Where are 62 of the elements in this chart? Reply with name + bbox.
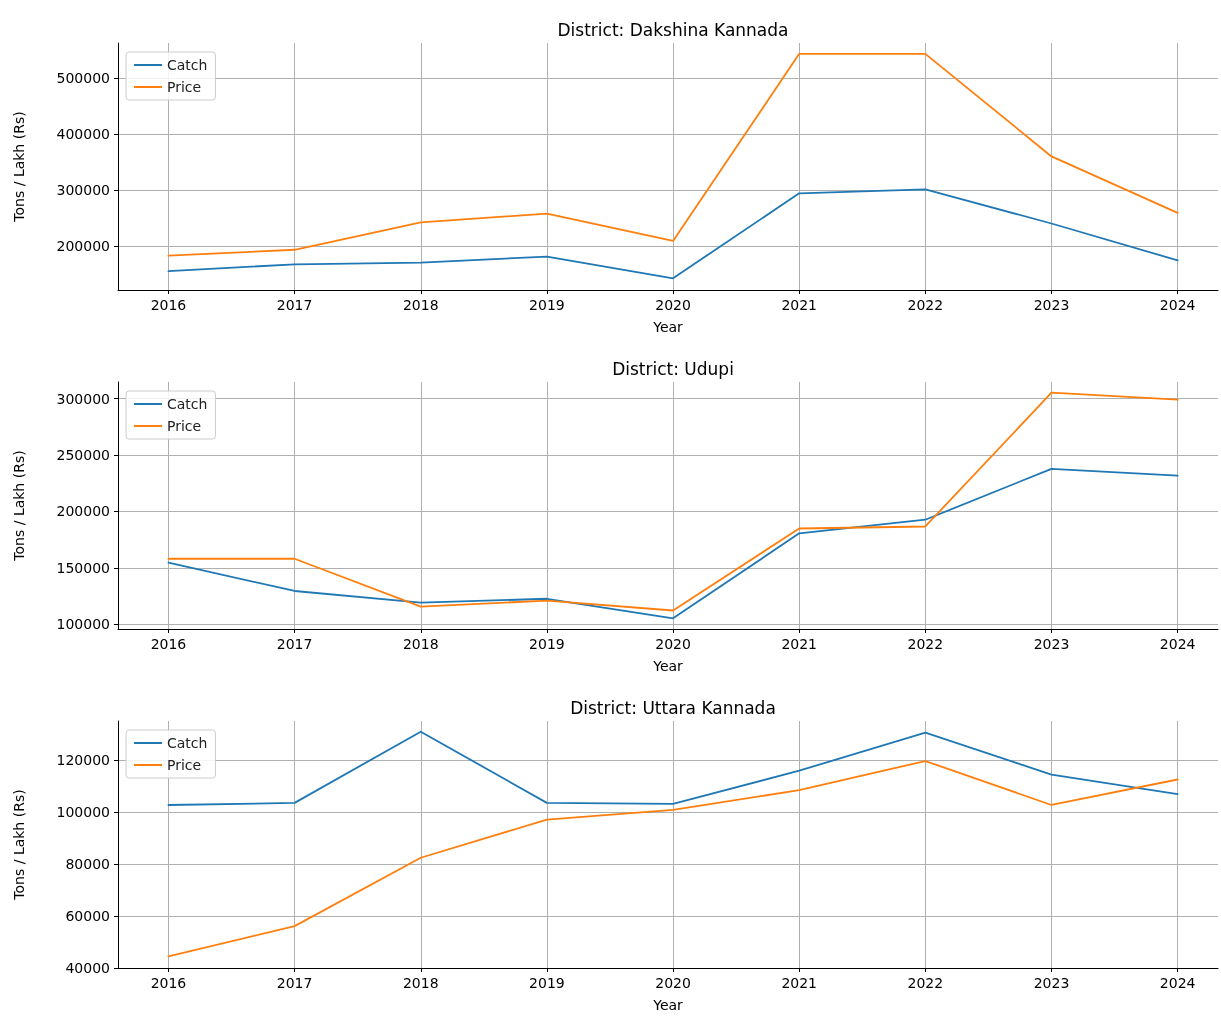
- x-tick-label: 2024: [1159, 297, 1196, 313]
- y-tick-label: 200000: [56, 503, 110, 520]
- x-axis-title: Year: [652, 319, 684, 335]
- line-series: [167, 391, 1179, 612]
- legend-label: Price: [167, 757, 202, 773]
- line-series: [167, 188, 1179, 280]
- x-tick-label: 2018: [402, 297, 439, 313]
- x-tick-label: 2021: [781, 297, 818, 313]
- x-tick-label: 2017: [276, 297, 313, 313]
- line-series: [167, 760, 1179, 958]
- x-tick-label: 2021: [781, 636, 818, 652]
- chart-title: District: Udupi: [612, 358, 734, 379]
- y-tick-label: 80000: [65, 856, 110, 872]
- x-axis-title: Year: [652, 997, 684, 1013]
- y-tick-label: 100000: [56, 616, 110, 633]
- y-tick-label: 200000: [56, 237, 110, 254]
- line-series: [167, 52, 1179, 257]
- x-tick-label: 2021: [781, 975, 818, 991]
- y-axis-title: Tons / Lakh (Rs): [11, 789, 27, 901]
- y-tick-label: 40000: [65, 960, 110, 976]
- y-tick-label: 300000: [56, 181, 110, 198]
- y-tick-label: 100000: [56, 804, 110, 820]
- legend-label: Catch: [167, 396, 208, 412]
- x-tick-label: 2022: [907, 975, 944, 991]
- y-tick-label: 500000: [56, 70, 110, 87]
- line-series: [167, 730, 1179, 806]
- chart-title: District: Uttara Kannada: [570, 697, 776, 718]
- x-tick-label: 2020: [655, 975, 691, 991]
- x-tick-label: 2017: [276, 636, 313, 652]
- x-tick-label: 2022: [907, 297, 944, 313]
- y-tick-label: 400000: [56, 126, 110, 143]
- x-tick-label: 2018: [402, 975, 439, 991]
- y-tick-label: 300000: [56, 390, 110, 407]
- x-tick-label: 2016: [150, 636, 187, 652]
- legend-label: Price: [167, 79, 202, 95]
- y-axis-title: Tons / Lakh (Rs): [11, 111, 27, 223]
- x-tick-label: 2023: [1033, 975, 1070, 991]
- y-tick-label: 60000: [65, 908, 110, 924]
- x-tick-label: 2017: [276, 975, 313, 991]
- y-tick-label: 150000: [56, 559, 110, 576]
- legend-label: Catch: [167, 57, 208, 73]
- y-axis-title: Tons / Lakh (Rs): [11, 450, 27, 562]
- x-tick-label: 2020: [655, 636, 691, 652]
- chart-title: District: Dakshina Kannada: [557, 19, 789, 40]
- x-tick-label: 2022: [907, 636, 944, 652]
- x-tick-label: 2019: [529, 297, 565, 313]
- x-axis-title: Year: [652, 658, 684, 674]
- x-tick-label: 2019: [529, 975, 565, 991]
- line-series: [167, 467, 1179, 620]
- x-tick-label: 2023: [1033, 297, 1070, 313]
- y-tick-label: 250000: [56, 446, 110, 463]
- x-tick-label: 2016: [150, 975, 187, 991]
- x-tick-label: 2023: [1033, 636, 1070, 652]
- x-tick-label: 2019: [529, 636, 565, 652]
- x-tick-label: 2024: [1159, 975, 1196, 991]
- y-tick-label: 120000: [56, 752, 110, 768]
- legend-label: Catch: [167, 735, 208, 751]
- x-tick-label: 2020: [655, 297, 691, 313]
- x-tick-label: 2024: [1159, 636, 1196, 652]
- x-tick-label: 2016: [150, 297, 187, 313]
- legend-label: Price: [167, 418, 202, 434]
- x-tick-label: 2018: [402, 636, 439, 652]
